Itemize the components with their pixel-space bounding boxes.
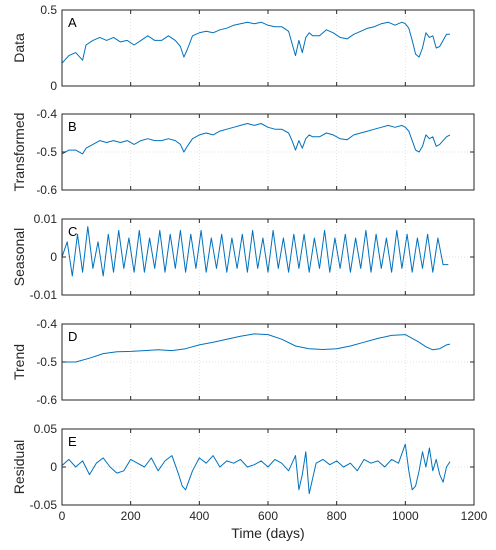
x-tick-label: 1000: [392, 509, 419, 523]
series-line-b: [61, 123, 451, 155]
y-tick-label: -0.6: [36, 393, 57, 407]
panel-b: -0.4 -0.5 -0.6 Transformed B: [11, 107, 475, 197]
y-tick-label: -0.01: [30, 288, 58, 302]
y-tick-label: -0.05: [30, 498, 58, 512]
series-line-d: [62, 333, 451, 363]
x-tick-label: 800: [327, 509, 347, 523]
y-tick-label: -0.4: [36, 107, 57, 121]
series-line-e: [61, 443, 451, 495]
x-tick-label: 1200: [461, 509, 488, 523]
y-tick-label: -0.4: [36, 317, 57, 331]
y-tick-label: 0: [50, 79, 57, 93]
axes-box: [61, 323, 475, 401]
x-tick-label: 600: [258, 509, 278, 523]
axes-box: [61, 113, 475, 191]
y-tick-label: 0.5: [40, 3, 57, 17]
y-tick-label: 0.01: [34, 212, 58, 226]
y-tick-label: -0.5: [36, 145, 57, 159]
y-axis-label: Residual: [11, 440, 27, 494]
y-tick-label: 0: [50, 460, 57, 474]
panel-letter: E: [68, 434, 77, 449]
x-tick-label: 400: [189, 509, 209, 523]
series-line-c: [61, 226, 449, 277]
y-tick-label: -0.5: [36, 355, 57, 369]
y-tick-label: 0: [50, 250, 57, 264]
panel-letter: C: [68, 224, 77, 239]
series-line-a: [61, 21, 450, 64]
x-axis: 0 200 400 600 800 1000 1200 Time (days): [59, 509, 488, 541]
panel-letter: D: [68, 329, 77, 344]
x-tick-label: 0: [59, 509, 66, 523]
x-tick-label: 200: [121, 509, 141, 523]
panel-letter: B: [68, 119, 77, 134]
y-tick-label: 0.05: [34, 422, 58, 436]
panel-a: 0 0.5 Data A: [11, 3, 475, 93]
axes-box: [61, 218, 475, 296]
y-tick-label: -0.6: [36, 183, 57, 197]
panel-letter: A: [68, 15, 77, 30]
y-axis-label: Trend: [11, 344, 27, 380]
y-axis-label: Data: [11, 33, 27, 63]
y-axis-label: Seasonal: [11, 228, 27, 286]
y-axis-label: Transformed: [11, 113, 27, 192]
x-axis-label: Time (days): [231, 525, 304, 541]
panel-d: -0.4 -0.5 -0.6 Trend D: [11, 317, 475, 407]
axes-box: [61, 9, 475, 87]
